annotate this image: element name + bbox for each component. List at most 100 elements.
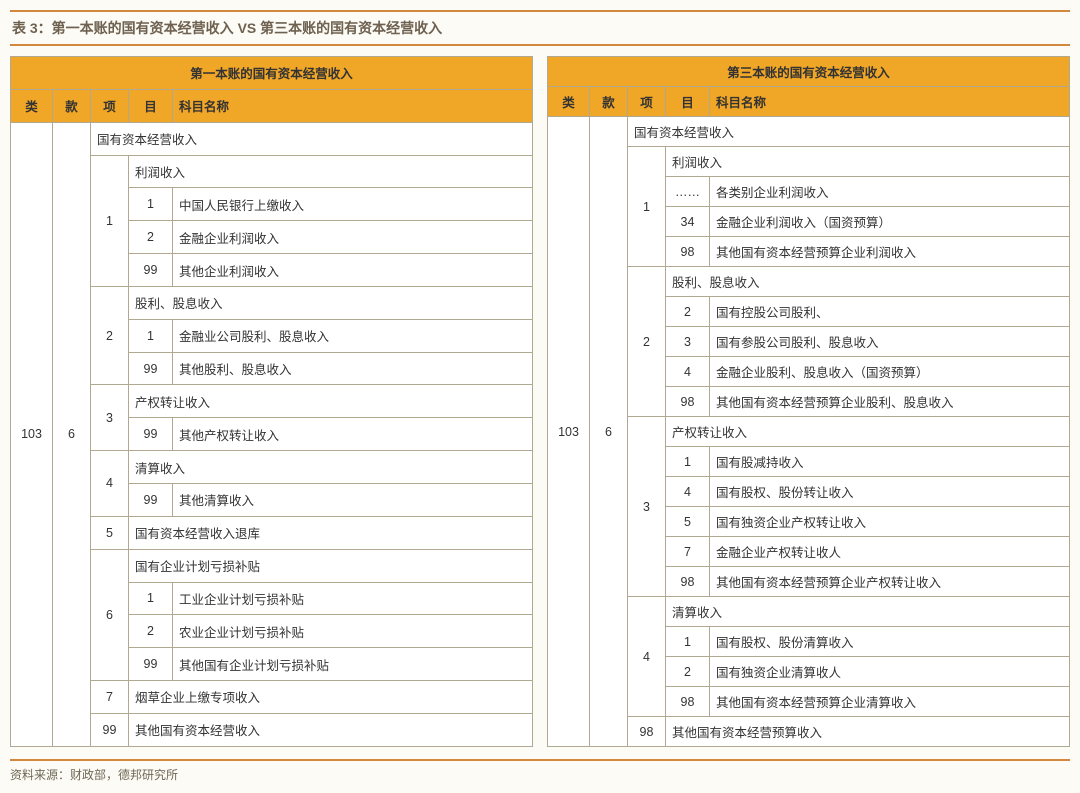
col-lei: 类 <box>11 89 53 122</box>
xiang-cell: 4 <box>91 451 129 517</box>
kuan-cell: 6 <box>53 122 91 746</box>
mu-cell: 1 <box>129 582 173 615</box>
subject-name: 其他国有资本经营预算企业利润收入 <box>710 237 1070 267</box>
col-mu: 目 <box>666 87 710 117</box>
xiang-cell: 98 <box>628 717 666 747</box>
subject-name: 其他企业利润收入 <box>173 254 533 287</box>
subject-name: 国有参股公司股利、股息收入 <box>710 327 1070 357</box>
xiang-cell: 5 <box>91 516 129 549</box>
xiang-cell: 2 <box>91 286 129 385</box>
xiang-header: 国有企业计划亏损补贴 <box>129 549 533 582</box>
subject-name: 其他股利、股息收入 <box>173 352 533 385</box>
subject-name: 国有股权、股份转让收入 <box>710 477 1070 507</box>
kuan-cell: 6 <box>590 117 628 747</box>
xiang-cell: 4 <box>628 597 666 717</box>
mu-cell: 2 <box>666 297 710 327</box>
subject-name: 工业企业计划亏损补贴 <box>173 582 533 615</box>
mu-cell: 1 <box>666 447 710 477</box>
xiang-cell: 3 <box>91 385 129 451</box>
mu-cell: 1 <box>129 188 173 221</box>
right-caption: 第三本账的国有资本经营收入 <box>548 57 1070 87</box>
lei-cell: 103 <box>11 122 53 746</box>
kuan-header: 国有资本经营收入 <box>91 122 533 155</box>
subject-name: 农业企业计划亏损补贴 <box>173 615 533 648</box>
xiang-header: 利润收入 <box>666 147 1070 177</box>
table-title: 表 3：第一本账的国有资本经营收入 VS 第三本账的国有资本经营收入 <box>10 10 1070 46</box>
subject-name: 金融企业利润收入（国资预算） <box>710 207 1070 237</box>
page-container: 表 3：第一本账的国有资本经营收入 VS 第三本账的国有资本经营收入 第一本账的… <box>10 10 1070 783</box>
subject-name: 金融企业股利、股息收入（国资预算） <box>710 357 1070 387</box>
xiang-cell: 1 <box>628 147 666 267</box>
mu-cell: 98 <box>666 687 710 717</box>
mu-cell: 1 <box>129 319 173 352</box>
mu-cell: 99 <box>129 352 173 385</box>
mu-cell: …… <box>666 177 710 207</box>
xiang-header: 清算收入 <box>129 451 533 484</box>
subject-name: 其他国有资本经营预算企业股利、股息收入 <box>710 387 1070 417</box>
xiang-cell: 3 <box>628 417 666 597</box>
subject-name: 其他清算收入 <box>173 483 533 516</box>
xiang-header: 国有资本经营收入退库 <box>129 516 533 549</box>
kuan-header: 国有资本经营收入 <box>628 117 1070 147</box>
subject-name: 其他国有资本经营预算企业产权转让收入 <box>710 567 1070 597</box>
subject-name: 金融业公司股利、股息收入 <box>173 319 533 352</box>
right-table: 第三本账的国有资本经营收入 类 款 项 目 科目名称 1036国有资本经营收入1… <box>547 56 1070 747</box>
subject-name: 其他产权转让收入 <box>173 418 533 451</box>
mu-cell: 7 <box>666 537 710 567</box>
mu-cell: 2 <box>129 615 173 648</box>
xiang-header: 清算收入 <box>666 597 1070 627</box>
col-kuan: 款 <box>590 87 628 117</box>
mu-cell: 98 <box>666 237 710 267</box>
mu-cell: 2 <box>129 221 173 254</box>
mu-cell: 99 <box>129 648 173 681</box>
subject-name: 国有股减持收入 <box>710 447 1070 477</box>
subject-name: 各类别企业利润收入 <box>710 177 1070 207</box>
xiang-header: 其他国有资本经营收入 <box>129 713 533 746</box>
mu-cell: 4 <box>666 357 710 387</box>
mu-cell: 98 <box>666 387 710 417</box>
col-lei: 类 <box>548 87 590 117</box>
xiang-header: 股利、股息收入 <box>666 267 1070 297</box>
mu-cell: 99 <box>129 418 173 451</box>
mu-cell: 4 <box>666 477 710 507</box>
xiang-cell: 2 <box>628 267 666 417</box>
left-caption: 第一本账的国有资本经营收入 <box>11 57 533 90</box>
col-xiang: 项 <box>91 89 129 122</box>
xiang-cell: 1 <box>91 155 129 286</box>
col-name: 科目名称 <box>173 89 533 122</box>
xiang-header: 股利、股息收入 <box>129 286 533 319</box>
subject-name: 国有独资企业清算收人 <box>710 657 1070 687</box>
xiang-header: 烟草企业上缴专项收入 <box>129 681 533 714</box>
col-name: 科目名称 <box>710 87 1070 117</box>
mu-cell: 5 <box>666 507 710 537</box>
xiang-header: 利润收入 <box>129 155 533 188</box>
tables-row: 第一本账的国有资本经营收入 类 款 项 目 科目名称 1036国有资本经营收入1… <box>10 56 1070 747</box>
mu-cell: 99 <box>129 254 173 287</box>
col-kuan: 款 <box>53 89 91 122</box>
lei-cell: 103 <box>548 117 590 747</box>
col-mu: 目 <box>129 89 173 122</box>
mu-cell: 99 <box>129 483 173 516</box>
subject-name: 国有控股公司股利、 <box>710 297 1070 327</box>
footer-source: 资料来源：财政部，德邦研究所 <box>10 759 1070 783</box>
subject-name: 其他国有企业计划亏损补贴 <box>173 648 533 681</box>
mu-cell: 34 <box>666 207 710 237</box>
xiang-cell: 99 <box>91 713 129 746</box>
subject-name: 其他国有资本经营预算企业清算收入 <box>710 687 1070 717</box>
xiang-header: 其他国有资本经营预算收入 <box>666 717 1070 747</box>
xiang-cell: 7 <box>91 681 129 714</box>
subject-name: 国有股权、股份清算收入 <box>710 627 1070 657</box>
subject-name: 金融企业产权转让收人 <box>710 537 1070 567</box>
mu-cell: 2 <box>666 657 710 687</box>
subject-name: 国有独资企业产权转让收入 <box>710 507 1070 537</box>
left-table: 第一本账的国有资本经营收入 类 款 项 目 科目名称 1036国有资本经营收入1… <box>10 56 533 747</box>
mu-cell: 3 <box>666 327 710 357</box>
xiang-cell: 6 <box>91 549 129 680</box>
xiang-header: 产权转让收入 <box>129 385 533 418</box>
mu-cell: 98 <box>666 567 710 597</box>
mu-cell: 1 <box>666 627 710 657</box>
subject-name: 中国人民银行上缴收入 <box>173 188 533 221</box>
xiang-header: 产权转让收入 <box>666 417 1070 447</box>
subject-name: 金融企业利润收入 <box>173 221 533 254</box>
col-xiang: 项 <box>628 87 666 117</box>
